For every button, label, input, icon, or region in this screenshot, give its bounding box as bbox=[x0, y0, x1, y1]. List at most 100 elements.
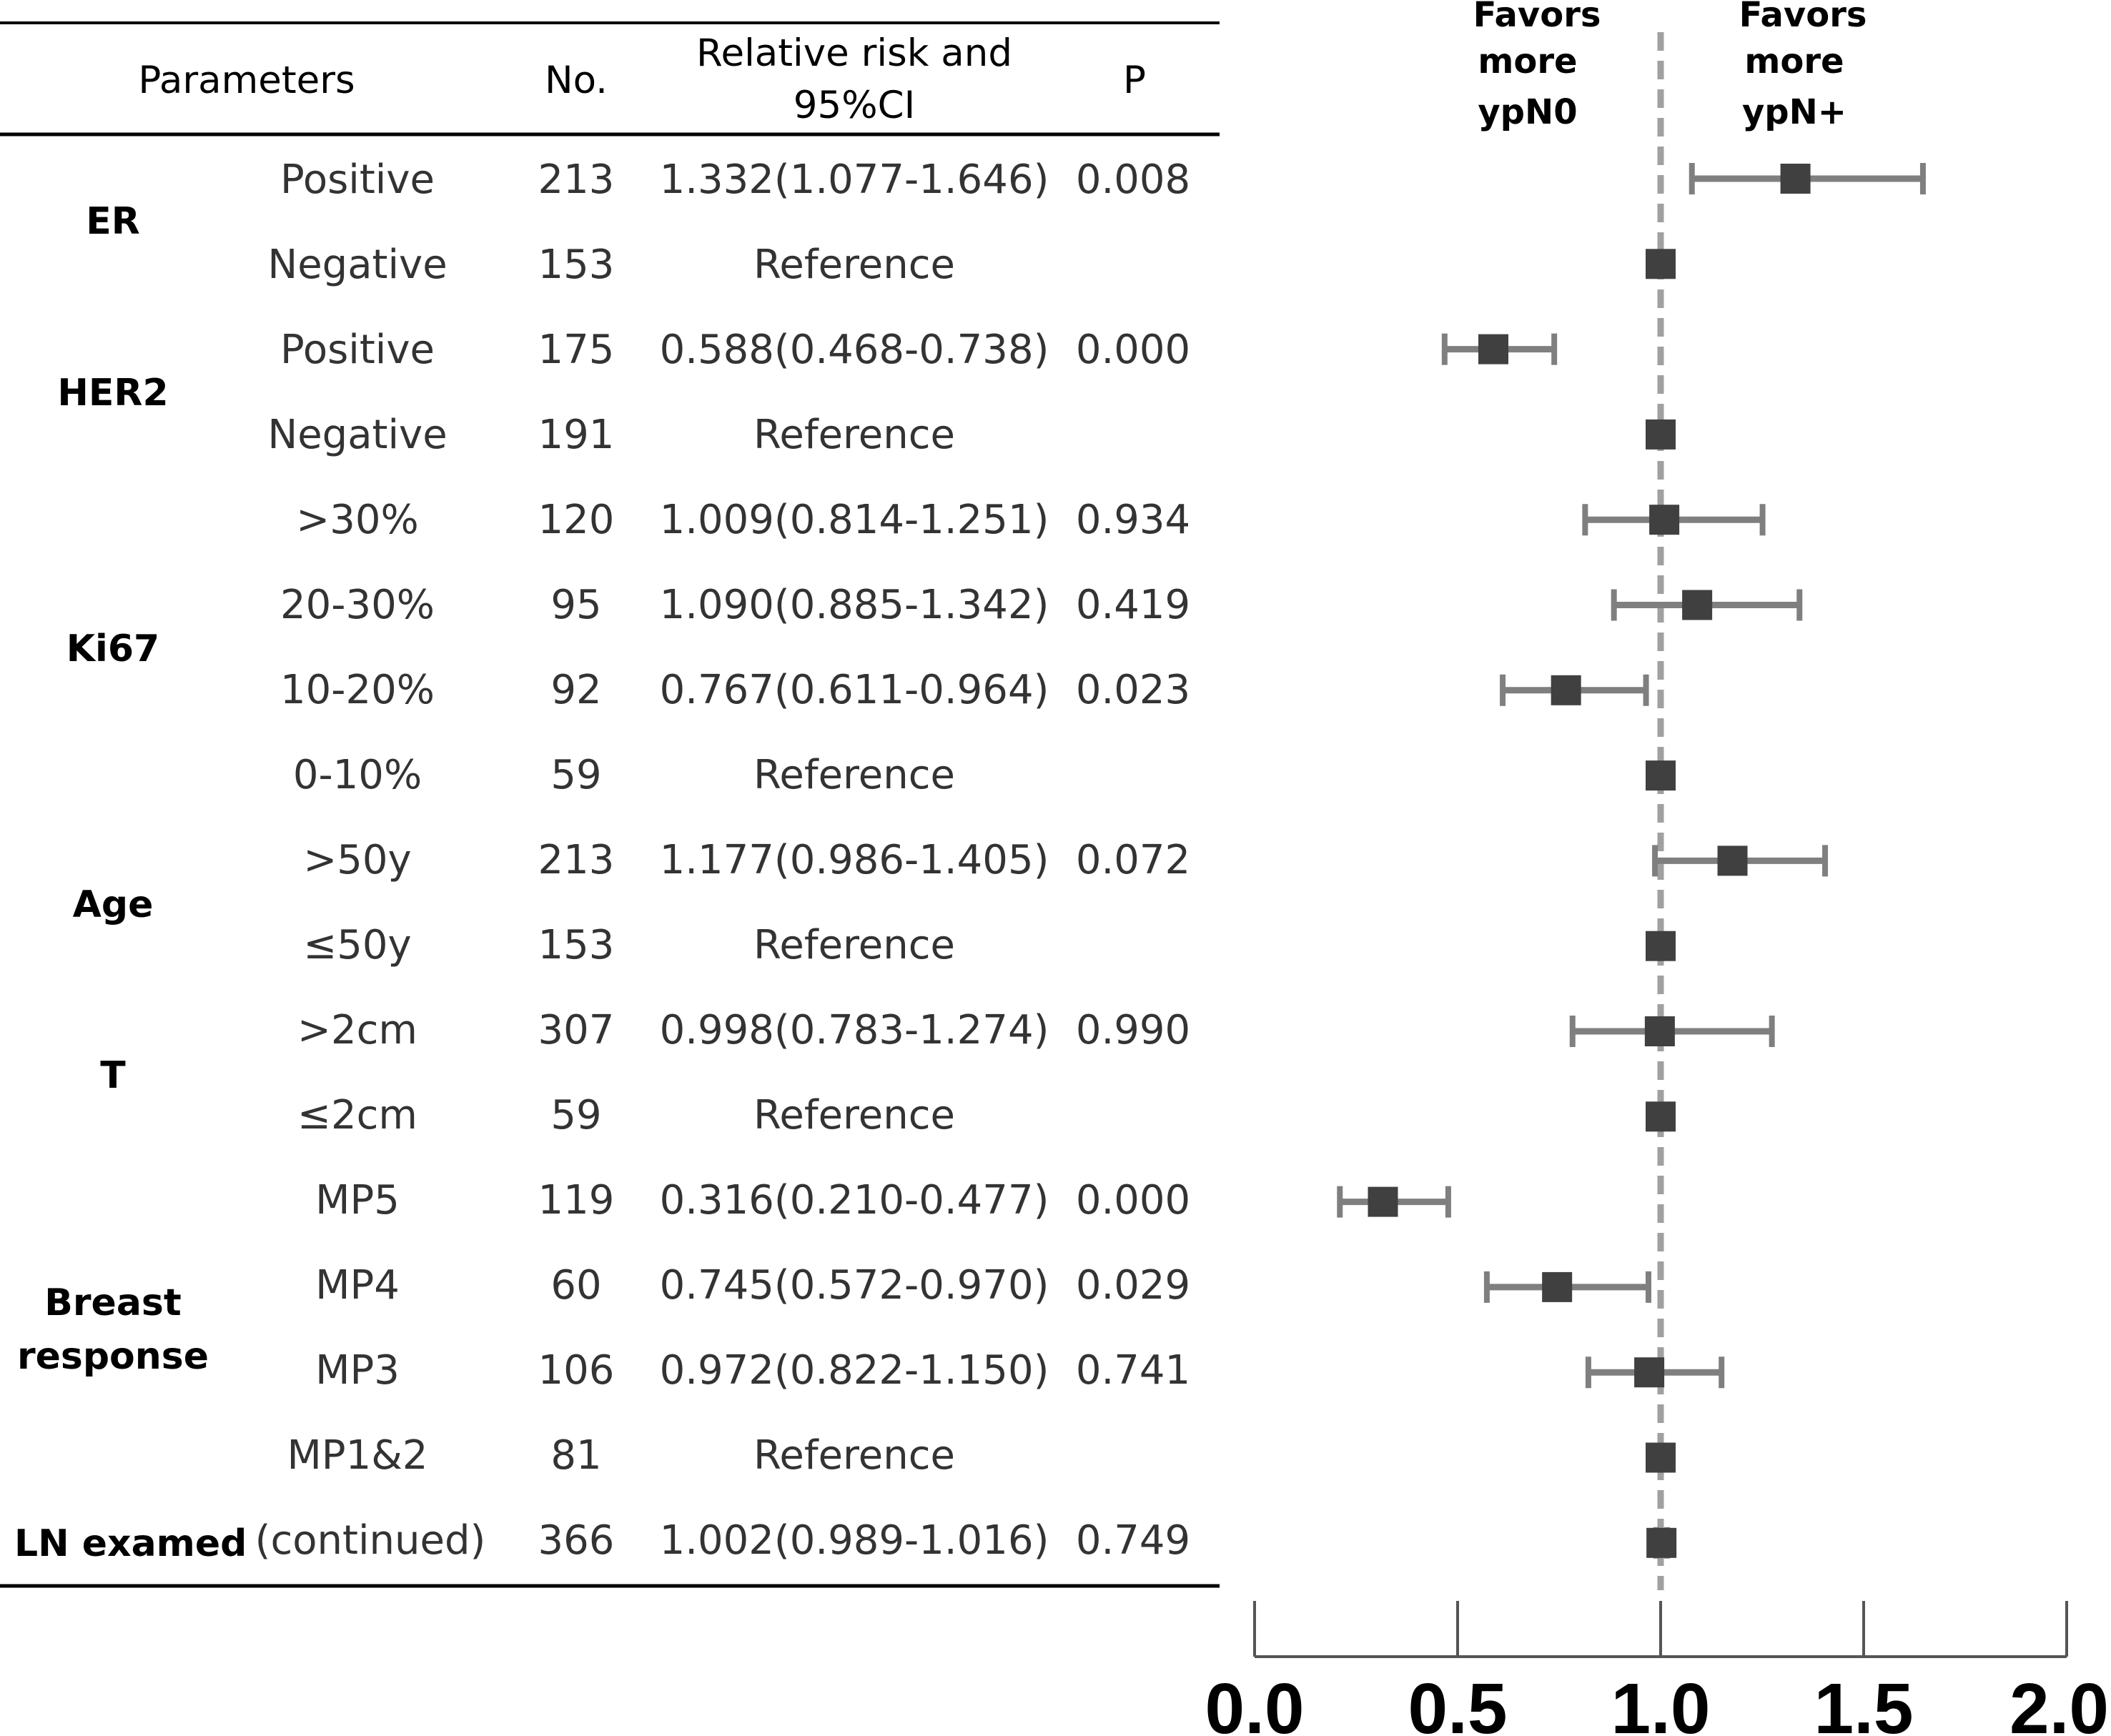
row-no: 119 bbox=[538, 1177, 615, 1224]
point-marker bbox=[1646, 931, 1676, 961]
row-no: 81 bbox=[550, 1432, 601, 1479]
group-label-age: Age bbox=[73, 883, 154, 926]
point-marker bbox=[1646, 249, 1676, 279]
forest-point-11 bbox=[1569, 1016, 1775, 1047]
table-row-16: MP1&2 81 Reference bbox=[287, 1432, 955, 1479]
row-rr: Reference bbox=[753, 752, 955, 798]
table-row-14: MP4 60 0.745(0.572-0.970) 0.029 bbox=[315, 1262, 1190, 1309]
annotation-right-line3: ypN+ bbox=[1742, 92, 1846, 132]
row-rr: 1.009(0.814-1.251) bbox=[660, 497, 1049, 543]
forest-point-3 bbox=[1441, 333, 1558, 365]
forest-point-9 bbox=[1652, 845, 1829, 877]
row-level: 0-10% bbox=[293, 752, 422, 798]
annotation-left-line2: more bbox=[1478, 41, 1577, 81]
row-level: ≤2cm bbox=[297, 1092, 417, 1139]
annotation-left-line1: Favors bbox=[1473, 0, 1601, 35]
row-p: 0.741 bbox=[1076, 1347, 1190, 1394]
row-rr: 0.588(0.468-0.738) bbox=[660, 327, 1049, 373]
header-p: P bbox=[1123, 59, 1146, 102]
row-no: 95 bbox=[550, 582, 601, 628]
forest-point-1 bbox=[1689, 163, 1926, 194]
row-no: 60 bbox=[550, 1262, 601, 1309]
point-marker bbox=[1478, 334, 1508, 364]
row-rr: 0.745(0.572-0.970) bbox=[660, 1262, 1049, 1309]
table-row-1: Positive 213 1.332(1.077-1.646) 0.008 bbox=[280, 157, 1190, 203]
table-row-8: 0-10% 59 Reference bbox=[293, 752, 955, 798]
table-row-15: MP3 106 0.972(0.822-1.150) 0.741 bbox=[315, 1347, 1190, 1394]
x-axis: 0.0 0.5 1.0 1.5 2.0 bbox=[1205, 1601, 2109, 1736]
annotation-left: Favors more ypN0 bbox=[1473, 0, 1601, 132]
row-level: >50y bbox=[303, 837, 411, 883]
table-row-11: >2cm 307 0.998(0.783-1.274) 0.990 bbox=[297, 1007, 1190, 1053]
row-rr: 0.767(0.611-0.964) bbox=[660, 667, 1049, 713]
forest-point-14 bbox=[1483, 1271, 1651, 1303]
row-level: 10-20% bbox=[280, 667, 435, 713]
row-level: MP5 bbox=[315, 1177, 400, 1224]
row-level: Positive bbox=[280, 327, 435, 373]
x-tick-label: 1.5 bbox=[1814, 1669, 1913, 1736]
annotation-right-line2: more bbox=[1744, 41, 1844, 81]
row-no: 175 bbox=[538, 327, 615, 373]
row-level: >2cm bbox=[297, 1007, 417, 1053]
annotation-left-line3: ypN0 bbox=[1478, 92, 1577, 132]
table-row-6: 20-30% 95 1.090(0.885-1.342) 0.419 bbox=[280, 582, 1190, 628]
row-level: Positive bbox=[280, 157, 435, 203]
x-tick-label: 1.0 bbox=[1611, 1669, 1710, 1736]
row-rr: 1.177(0.986-1.405) bbox=[660, 837, 1049, 883]
x-tick-label: 0.5 bbox=[1408, 1669, 1507, 1736]
row-rr: Reference bbox=[753, 922, 955, 968]
row-no: 213 bbox=[538, 837, 615, 883]
header-rr-line2: 95%CI bbox=[794, 84, 915, 127]
point-marker bbox=[1717, 845, 1748, 876]
x-tick-label: 0.0 bbox=[1205, 1669, 1304, 1736]
annotation-right: Favors more ypN+ bbox=[1739, 0, 1867, 132]
group-label-er: ER bbox=[86, 200, 140, 243]
row-level: >30% bbox=[296, 497, 418, 543]
row-p: 0.990 bbox=[1076, 1007, 1190, 1053]
row-p: 0.023 bbox=[1076, 667, 1190, 713]
row-level: ≤50y bbox=[303, 922, 411, 968]
point-marker bbox=[1646, 419, 1676, 450]
forest-point-12 bbox=[1646, 1101, 1676, 1132]
annotation-right-line1: Favors bbox=[1739, 0, 1867, 35]
header-no: No. bbox=[545, 59, 608, 102]
table-row-9: >50y 213 1.177(0.986-1.405) 0.072 bbox=[303, 837, 1190, 883]
group-label-breast-response-line2: response bbox=[17, 1335, 209, 1378]
table-row-17: (continued) 366 1.002(0.989-1.016) 0.749 bbox=[255, 1517, 1191, 1564]
group-label-breast-response-line1: Breast bbox=[44, 1281, 181, 1324]
row-rr: Reference bbox=[753, 412, 955, 458]
row-level: MP4 bbox=[315, 1262, 400, 1309]
row-p: 0.000 bbox=[1076, 1177, 1190, 1224]
table-row-3: Positive 175 0.588(0.468-0.738) 0.000 bbox=[280, 327, 1190, 373]
row-rr: 0.972(0.822-1.150) bbox=[660, 1347, 1049, 1394]
group-label-ln-examed: LN examed bbox=[14, 1522, 247, 1565]
row-p: 0.008 bbox=[1076, 157, 1190, 203]
table-row-5: >30% 120 1.009(0.814-1.251) 0.934 bbox=[296, 497, 1190, 543]
forest-point-16 bbox=[1646, 1442, 1676, 1473]
table-row-10: ≤50y 153 Reference bbox=[303, 922, 955, 968]
forest-point-5 bbox=[1582, 504, 1766, 536]
point-marker bbox=[1644, 1016, 1675, 1046]
table-row-2: Negative 153 Reference bbox=[267, 242, 955, 288]
results-table: Parameters No. Relative risk and 95%CI P… bbox=[0, 21, 1220, 1588]
row-no: 366 bbox=[538, 1517, 615, 1564]
row-p: 0.419 bbox=[1076, 582, 1190, 628]
point-marker bbox=[1780, 164, 1811, 194]
row-no: 106 bbox=[538, 1347, 615, 1394]
point-marker bbox=[1649, 505, 1680, 535]
point-marker bbox=[1646, 1442, 1676, 1473]
forest-point-13 bbox=[1337, 1186, 1451, 1218]
point-marker bbox=[1368, 1186, 1398, 1217]
table-row-7: 10-20% 92 0.767(0.611-0.964) 0.023 bbox=[280, 667, 1190, 713]
point-marker bbox=[1634, 1357, 1665, 1388]
row-rr: 1.332(1.077-1.646) bbox=[660, 157, 1049, 203]
forest-point-6 bbox=[1611, 589, 1803, 621]
row-p: 0.000 bbox=[1076, 327, 1190, 373]
point-marker bbox=[1646, 1101, 1676, 1132]
row-no: 191 bbox=[538, 412, 615, 458]
row-p: 0.749 bbox=[1076, 1517, 1190, 1564]
forest-marks bbox=[1337, 32, 1926, 1590]
row-no: 213 bbox=[538, 157, 615, 203]
forest-point-17 bbox=[1646, 1527, 1677, 1559]
